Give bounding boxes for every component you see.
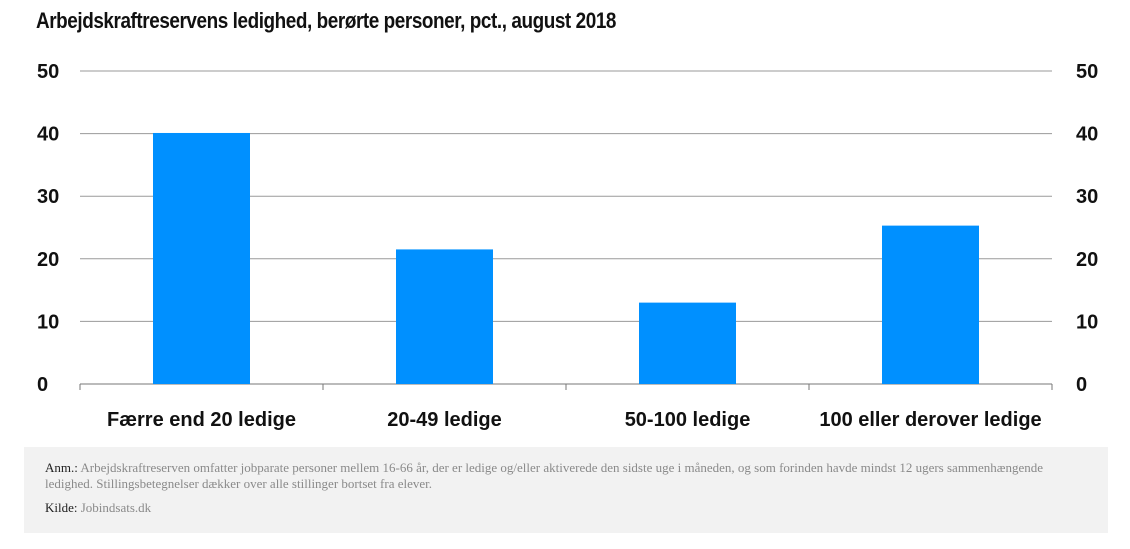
annotation-label: Anm.:	[45, 460, 78, 475]
y-tick-label-right: 20	[1076, 249, 1098, 271]
y-tick-label-left: 20	[37, 249, 59, 271]
y-tick-label-right: 30	[1076, 186, 1098, 208]
y-tick-label-left: 0	[37, 374, 48, 396]
chart-title: Arbejdskraftreservens ledighed, berørte …	[36, 8, 617, 33]
notes-panel: Anm.: Arbejdskraftreserven omfatter jobp…	[24, 447, 1108, 533]
annotation-text: Arbejdskraftreserven omfatter jobparate …	[45, 460, 1044, 491]
y-tick-label-right: 0	[1076, 374, 1087, 396]
x-tick-label: Færre end 20 ledige	[107, 409, 296, 431]
bar	[396, 249, 493, 384]
bar	[639, 302, 736, 384]
x-tick-label: 100 eller derover ledige	[819, 409, 1041, 431]
x-tick-label: 20-49 ledige	[387, 409, 502, 431]
y-tick-label-right: 40	[1076, 124, 1098, 146]
annotation-note: Anm.: Arbejdskraftreserven omfatter jobp…	[45, 460, 1088, 492]
bar-chart: 0 0 10 10 20 20 30 30 40 40 50 50 Færre end 20 ledig…	[37, 61, 1098, 431]
source-text: Jobindsats.dk	[80, 500, 152, 515]
source-note: Kilde: Jobindsats.dk	[45, 500, 1088, 516]
bar	[882, 225, 979, 384]
y-tick-label-right: 10	[1076, 311, 1098, 333]
y-tick-label-left: 50	[37, 61, 59, 83]
y-tick-label-left: 40	[37, 124, 59, 146]
y-tick-label-left: 10	[37, 311, 59, 333]
source-label: Kilde:	[45, 500, 78, 515]
y-tick-label-right: 50	[1076, 61, 1098, 83]
x-tick-label: 50-100 ledige	[625, 409, 751, 431]
bar	[153, 132, 250, 384]
y-tick-label-left: 30	[37, 186, 59, 208]
